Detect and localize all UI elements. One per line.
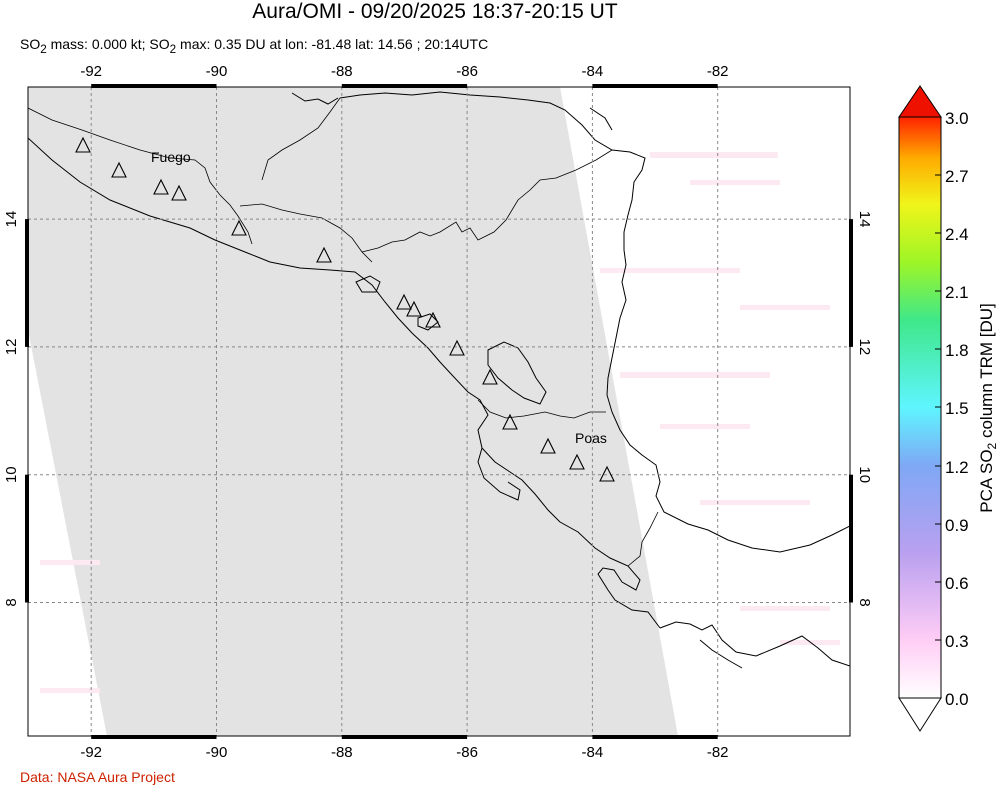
colorbar-over-arrow <box>898 85 942 118</box>
lon-tick-top: -90 <box>206 63 228 80</box>
colorbar-bar <box>898 116 942 699</box>
lat-tick-right: 12 <box>856 339 873 356</box>
lon-tick-bottom: -84 <box>582 744 604 761</box>
colorbar-tick: 3.0 <box>945 109 969 128</box>
colorbar-label: PCA SO2 column TRM [DU] <box>977 303 999 513</box>
colorbar-tick: 1.5 <box>945 399 969 418</box>
colorbar-tick: 2.1 <box>945 283 969 302</box>
lat-tick-left: 12 <box>3 339 20 356</box>
colorbar-tick: 1.8 <box>945 341 969 360</box>
data-credit: Data: NASA Aura Project <box>20 769 175 785</box>
lon-tick-bottom: -86 <box>456 744 478 761</box>
colorbar-tick: 0.3 <box>945 632 969 651</box>
graticule <box>28 87 850 736</box>
volcano-markers <box>75 136 615 482</box>
lat-tick-right: 8 <box>856 598 873 606</box>
colorbar-tick: 1.2 <box>945 458 969 477</box>
colorbar-tick: 2.4 <box>945 225 969 244</box>
lon-tick-top: -92 <box>80 63 102 80</box>
frame-ticks <box>25 84 853 739</box>
map-title: Aura/OMI - 09/20/2025 18:37-20:15 UT <box>252 0 618 23</box>
lon-tick-bottom: -82 <box>707 744 729 761</box>
map-subtitle: SO2 mass: 0.000 kt; SO2 max: 0.35 DU at … <box>20 36 489 56</box>
lon-tick-bottom: -90 <box>206 744 228 761</box>
colorbar-tick: 0.0 <box>945 690 969 709</box>
lat-tick-right: 10 <box>856 466 873 483</box>
colorbar-tick: 2.7 <box>945 167 969 186</box>
volcano-label-fuego: Fuego <box>151 149 191 165</box>
colorbar-tick: 0.6 <box>945 574 969 593</box>
lon-tick-bottom: -92 <box>80 744 102 761</box>
lon-tick-bottom: -88 <box>331 744 353 761</box>
lon-tick-top: -86 <box>456 63 478 80</box>
no-data-swath <box>28 87 678 736</box>
colorbar <box>898 85 942 732</box>
lat-tick-left: 8 <box>3 598 20 606</box>
lat-tick-left: 10 <box>3 466 20 483</box>
lon-tick-top: -84 <box>582 63 604 80</box>
lon-tick-top: -88 <box>331 63 353 80</box>
lat-tick-left: 14 <box>3 211 20 228</box>
country-borders <box>28 97 659 567</box>
colorbar-tick: 0.9 <box>945 516 969 535</box>
volcano-label-poas: Poas <box>575 430 607 446</box>
lon-tick-top: -82 <box>707 63 729 80</box>
colorbar-under-arrow <box>898 697 942 732</box>
lat-tick-right: 14 <box>856 211 873 228</box>
